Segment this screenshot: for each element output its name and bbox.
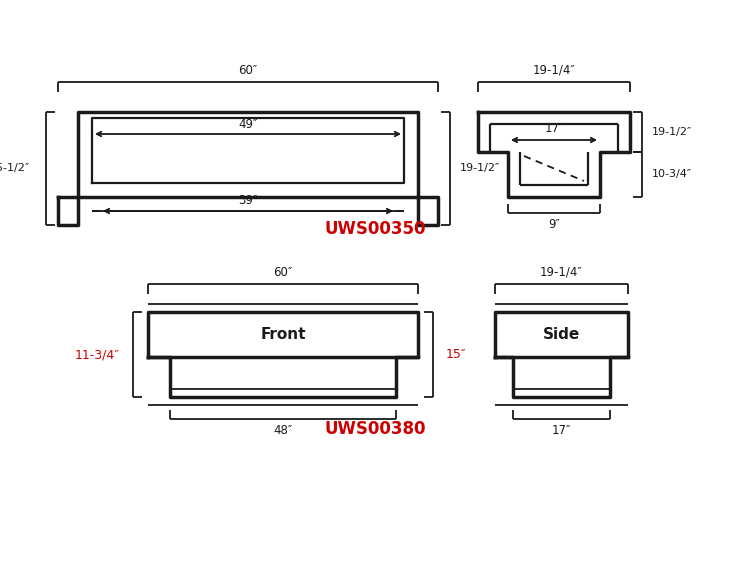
Text: 19-1/4″: 19-1/4″ [532,64,575,77]
Text: 19-1/2″: 19-1/2″ [460,163,500,174]
Text: 15″: 15″ [446,348,467,361]
Text: 60″: 60″ [239,64,258,77]
Text: 15-1/2″: 15-1/2″ [0,163,30,174]
Text: Front: Front [261,327,306,342]
Text: 17″: 17″ [552,425,572,438]
Text: 17″: 17″ [544,122,564,136]
Text: Side: Side [543,327,580,342]
Text: 11-3/4″: 11-3/4″ [75,348,120,361]
Text: 19-1/4″: 19-1/4″ [540,265,583,278]
Text: 10-3/4″: 10-3/4″ [652,170,692,180]
Text: 60″: 60″ [273,265,293,278]
Text: 39″: 39″ [239,193,258,206]
Text: 48″: 48″ [273,425,293,438]
Text: 49″: 49″ [238,119,258,132]
Text: 9″: 9″ [548,218,560,231]
Text: UWS00380: UWS00380 [325,420,425,438]
Text: 19-1/2″: 19-1/2″ [652,127,692,137]
Text: UWS00350: UWS00350 [325,220,425,238]
